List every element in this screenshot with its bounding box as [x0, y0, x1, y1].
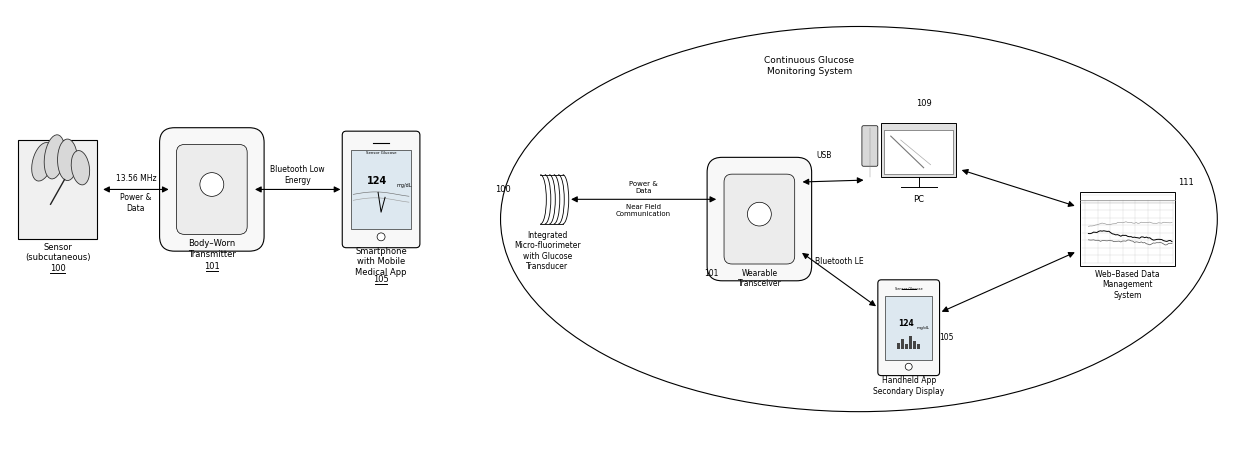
Text: Continuous Glucose
Monitoring System: Continuous Glucose Monitoring System [764, 56, 854, 75]
Text: mg/dL: mg/dL [916, 326, 930, 330]
Bar [898, 343, 900, 349]
Ellipse shape [45, 135, 64, 179]
Text: 100: 100 [496, 185, 511, 194]
Text: 111: 111 [1178, 178, 1194, 187]
Text: Integrated
Micro-fluorimeter
with Glucose
Transducer: Integrated Micro-fluorimeter with Glucos… [515, 231, 580, 271]
FancyBboxPatch shape [160, 128, 264, 251]
Circle shape [200, 173, 223, 196]
FancyBboxPatch shape [862, 126, 878, 166]
Text: 101: 101 [704, 269, 719, 278]
Text: Power &
Data: Power & Data [629, 181, 658, 194]
Text: Power &
Data: Power & Data [120, 194, 151, 213]
Circle shape [748, 202, 771, 226]
Bar [905, 344, 908, 349]
FancyBboxPatch shape [882, 123, 956, 177]
Text: Near Field
Communication: Near Field Communication [616, 204, 671, 217]
Ellipse shape [57, 139, 77, 180]
Text: 124: 124 [367, 176, 387, 185]
Text: 100: 100 [50, 264, 66, 273]
Text: Smartphone
with Mobile
Medical App: Smartphone with Mobile Medical App [355, 247, 407, 277]
FancyBboxPatch shape [176, 145, 247, 234]
FancyBboxPatch shape [17, 140, 98, 239]
Text: 105: 105 [373, 275, 389, 284]
Bar [909, 335, 913, 349]
FancyBboxPatch shape [724, 174, 795, 264]
FancyBboxPatch shape [707, 157, 812, 281]
Bar [918, 343, 920, 349]
FancyBboxPatch shape [1080, 192, 1176, 266]
Text: 109: 109 [916, 99, 931, 108]
FancyBboxPatch shape [878, 280, 940, 376]
FancyBboxPatch shape [342, 131, 420, 248]
Text: Sensor Glucose: Sensor Glucose [366, 151, 397, 155]
Text: Sensor
(subcutaneous): Sensor (subcutaneous) [25, 243, 91, 262]
FancyBboxPatch shape [885, 296, 932, 360]
FancyBboxPatch shape [884, 130, 954, 174]
Circle shape [377, 233, 386, 241]
Ellipse shape [501, 26, 1218, 412]
Text: 105: 105 [939, 333, 954, 342]
Text: Bluetooth Low
Energy: Bluetooth Low Energy [270, 165, 325, 185]
Text: Bluetooth LE: Bluetooth LE [815, 257, 863, 266]
Text: Web–Based Data
Management
System: Web–Based Data Management System [1095, 270, 1161, 300]
Text: Body–Worn
Transmitter: Body–Worn Transmitter [188, 239, 236, 259]
Text: 13.56 MHz: 13.56 MHz [115, 173, 156, 183]
Text: USB: USB [816, 151, 832, 160]
Text: PC: PC [913, 195, 924, 204]
Ellipse shape [32, 142, 53, 181]
Text: mg/dL: mg/dL [396, 183, 412, 188]
Text: 101: 101 [203, 262, 219, 271]
Bar [913, 340, 916, 349]
Text: Wearable
Transceiver: Wearable Transceiver [738, 269, 781, 288]
Bar [901, 339, 904, 349]
FancyBboxPatch shape [351, 150, 410, 229]
Ellipse shape [71, 150, 89, 185]
Text: 124: 124 [898, 319, 914, 328]
Text: Sensor Glucose: Sensor Glucose [895, 287, 923, 291]
Circle shape [905, 363, 913, 370]
Text: Handheld App
Secondary Display: Handheld App Secondary Display [873, 376, 945, 396]
